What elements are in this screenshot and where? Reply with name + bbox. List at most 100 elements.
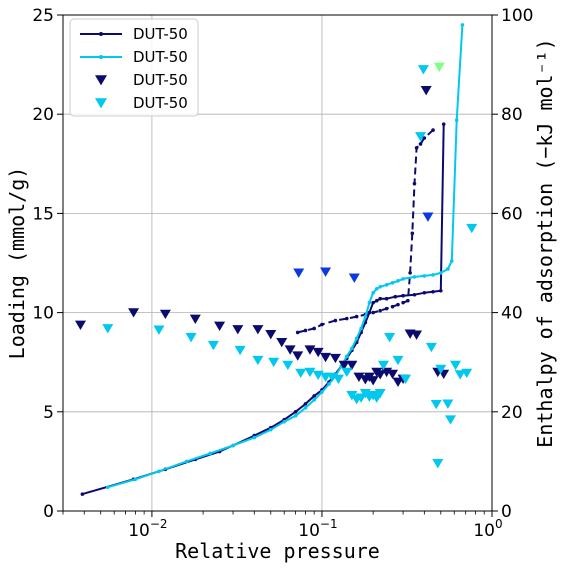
x-tick-label: 10−2	[128, 517, 167, 541]
enthalpy-marker-4	[444, 415, 456, 425]
legend: DUT-50 DUT-50 DUT-50 DUT-50	[69, 18, 199, 117]
legend-label: DUT-50	[133, 48, 188, 66]
enthalpy-marker-3	[232, 325, 244, 335]
enthalpy-marker-3	[374, 370, 386, 380]
y-left-tick-label: 25	[32, 6, 54, 26]
series-point-1	[431, 128, 435, 132]
series-point-2	[367, 300, 372, 305]
enthalpy-marker-3	[367, 376, 379, 386]
series-point-2	[454, 118, 459, 122]
enthalpy-marker-3	[74, 320, 86, 330]
enthalpy-marker-4	[252, 355, 264, 366]
enthalpy-marker-4	[430, 399, 442, 410]
enthalpy-marker-4	[432, 458, 444, 469]
enthalpy-marker-4	[449, 360, 461, 371]
enthalpy-marker-3	[304, 345, 316, 355]
series-point-2	[345, 354, 349, 359]
series-point-1	[345, 316, 349, 321]
series-point-1	[384, 306, 389, 311]
enthalpy-marker-4	[207, 340, 219, 351]
series-point-2	[184, 459, 189, 464]
series-point-0	[422, 290, 427, 295]
series-point-0	[384, 296, 389, 301]
series-point-2	[422, 274, 427, 278]
y-right-tick-label: 0	[501, 502, 512, 522]
series-point-2	[252, 435, 257, 440]
enthalpy-marker-3	[276, 337, 288, 348]
series-point-1	[414, 146, 419, 150]
y-left-tick-label: 10	[32, 304, 54, 324]
series-point-1	[303, 328, 308, 333]
legend-marker-swatch	[95, 98, 107, 109]
series-point-1	[408, 271, 412, 275]
series-point-1	[354, 314, 359, 319]
x-tick-label: 100	[473, 517, 502, 541]
enthalpy-marker-4	[268, 357, 280, 368]
enthalpy-marker-4	[454, 370, 466, 380]
x-tick-exponent: −2	[150, 517, 168, 531]
series-point-2	[384, 283, 389, 287]
series-point-2	[231, 443, 235, 448]
enthalpy-marker-3	[329, 353, 341, 364]
x-tick-label: 10−1	[298, 517, 337, 541]
x-tick-base: 10	[473, 521, 495, 541]
enthalpy-marker-4	[374, 389, 386, 399]
x-tick-exponent: −1	[320, 517, 338, 531]
enthalpy-marker-4	[153, 325, 165, 335]
enthalpy-marker-3	[411, 330, 423, 340]
series-point-1	[312, 326, 316, 331]
series-point-2	[401, 277, 405, 281]
series-point-1	[412, 181, 417, 186]
series-point-1	[410, 231, 415, 236]
enthalpy-marker-3	[214, 321, 226, 331]
series-point-2	[378, 285, 382, 289]
series-point-0	[367, 310, 372, 315]
x-tick-exponent: 0	[495, 517, 503, 531]
series-point-0	[80, 492, 85, 496]
enthalpy-marker-3	[265, 330, 277, 340]
y-left-tick-label: 5	[43, 403, 54, 423]
series-point-2	[354, 336, 359, 341]
enthalpy-marker-extra	[293, 268, 305, 278]
series-point-0	[293, 410, 298, 414]
enthalpy-marker-4	[461, 368, 473, 379]
series-point-2	[133, 477, 138, 482]
series-point-0	[441, 122, 446, 126]
series-point-1	[418, 142, 423, 146]
legend-line-dot	[99, 55, 103, 59]
enthalpy-marker-3	[312, 347, 324, 358]
series-point-1	[422, 136, 427, 140]
series-point-0	[374, 298, 379, 303]
enthalpy-marker-3	[252, 325, 264, 335]
series-point-1	[401, 300, 405, 305]
series-point-0	[439, 288, 443, 293]
series-point-1	[390, 304, 395, 309]
series-point-1	[320, 322, 324, 327]
y-right-tick-label: 60	[501, 204, 523, 224]
x-tick-base: 10	[298, 521, 320, 541]
enthalpy-marker-4	[282, 360, 294, 371]
enthalpy-marker-extra	[348, 273, 360, 283]
enthalpy-marker-3	[320, 352, 332, 363]
series-point-1	[406, 298, 410, 303]
enthalpy-marker-4	[304, 367, 316, 378]
series-point-2	[157, 469, 161, 474]
enthalpy-marker-3	[346, 360, 358, 371]
series-point-2	[390, 281, 395, 285]
enthalpy-marker-3	[128, 308, 140, 318]
series-point-2	[293, 413, 298, 418]
series-point-2	[363, 314, 368, 319]
x-tick-base: 10	[128, 521, 150, 541]
y-axis-left-title: Loading (mmol/g)	[5, 167, 29, 360]
series-point-0	[303, 402, 308, 406]
enthalpy-marker-4	[102, 324, 114, 334]
legend-label: DUT-50	[133, 25, 188, 43]
enthalpy-marker-extra	[320, 267, 332, 277]
enthalpy-marker-extra	[433, 62, 445, 73]
series-point-2	[460, 23, 465, 27]
series-markers	[74, 62, 478, 469]
series-point-0	[393, 294, 398, 299]
plot-frame	[62, 14, 493, 512]
enthalpy-marker-3	[338, 360, 350, 371]
